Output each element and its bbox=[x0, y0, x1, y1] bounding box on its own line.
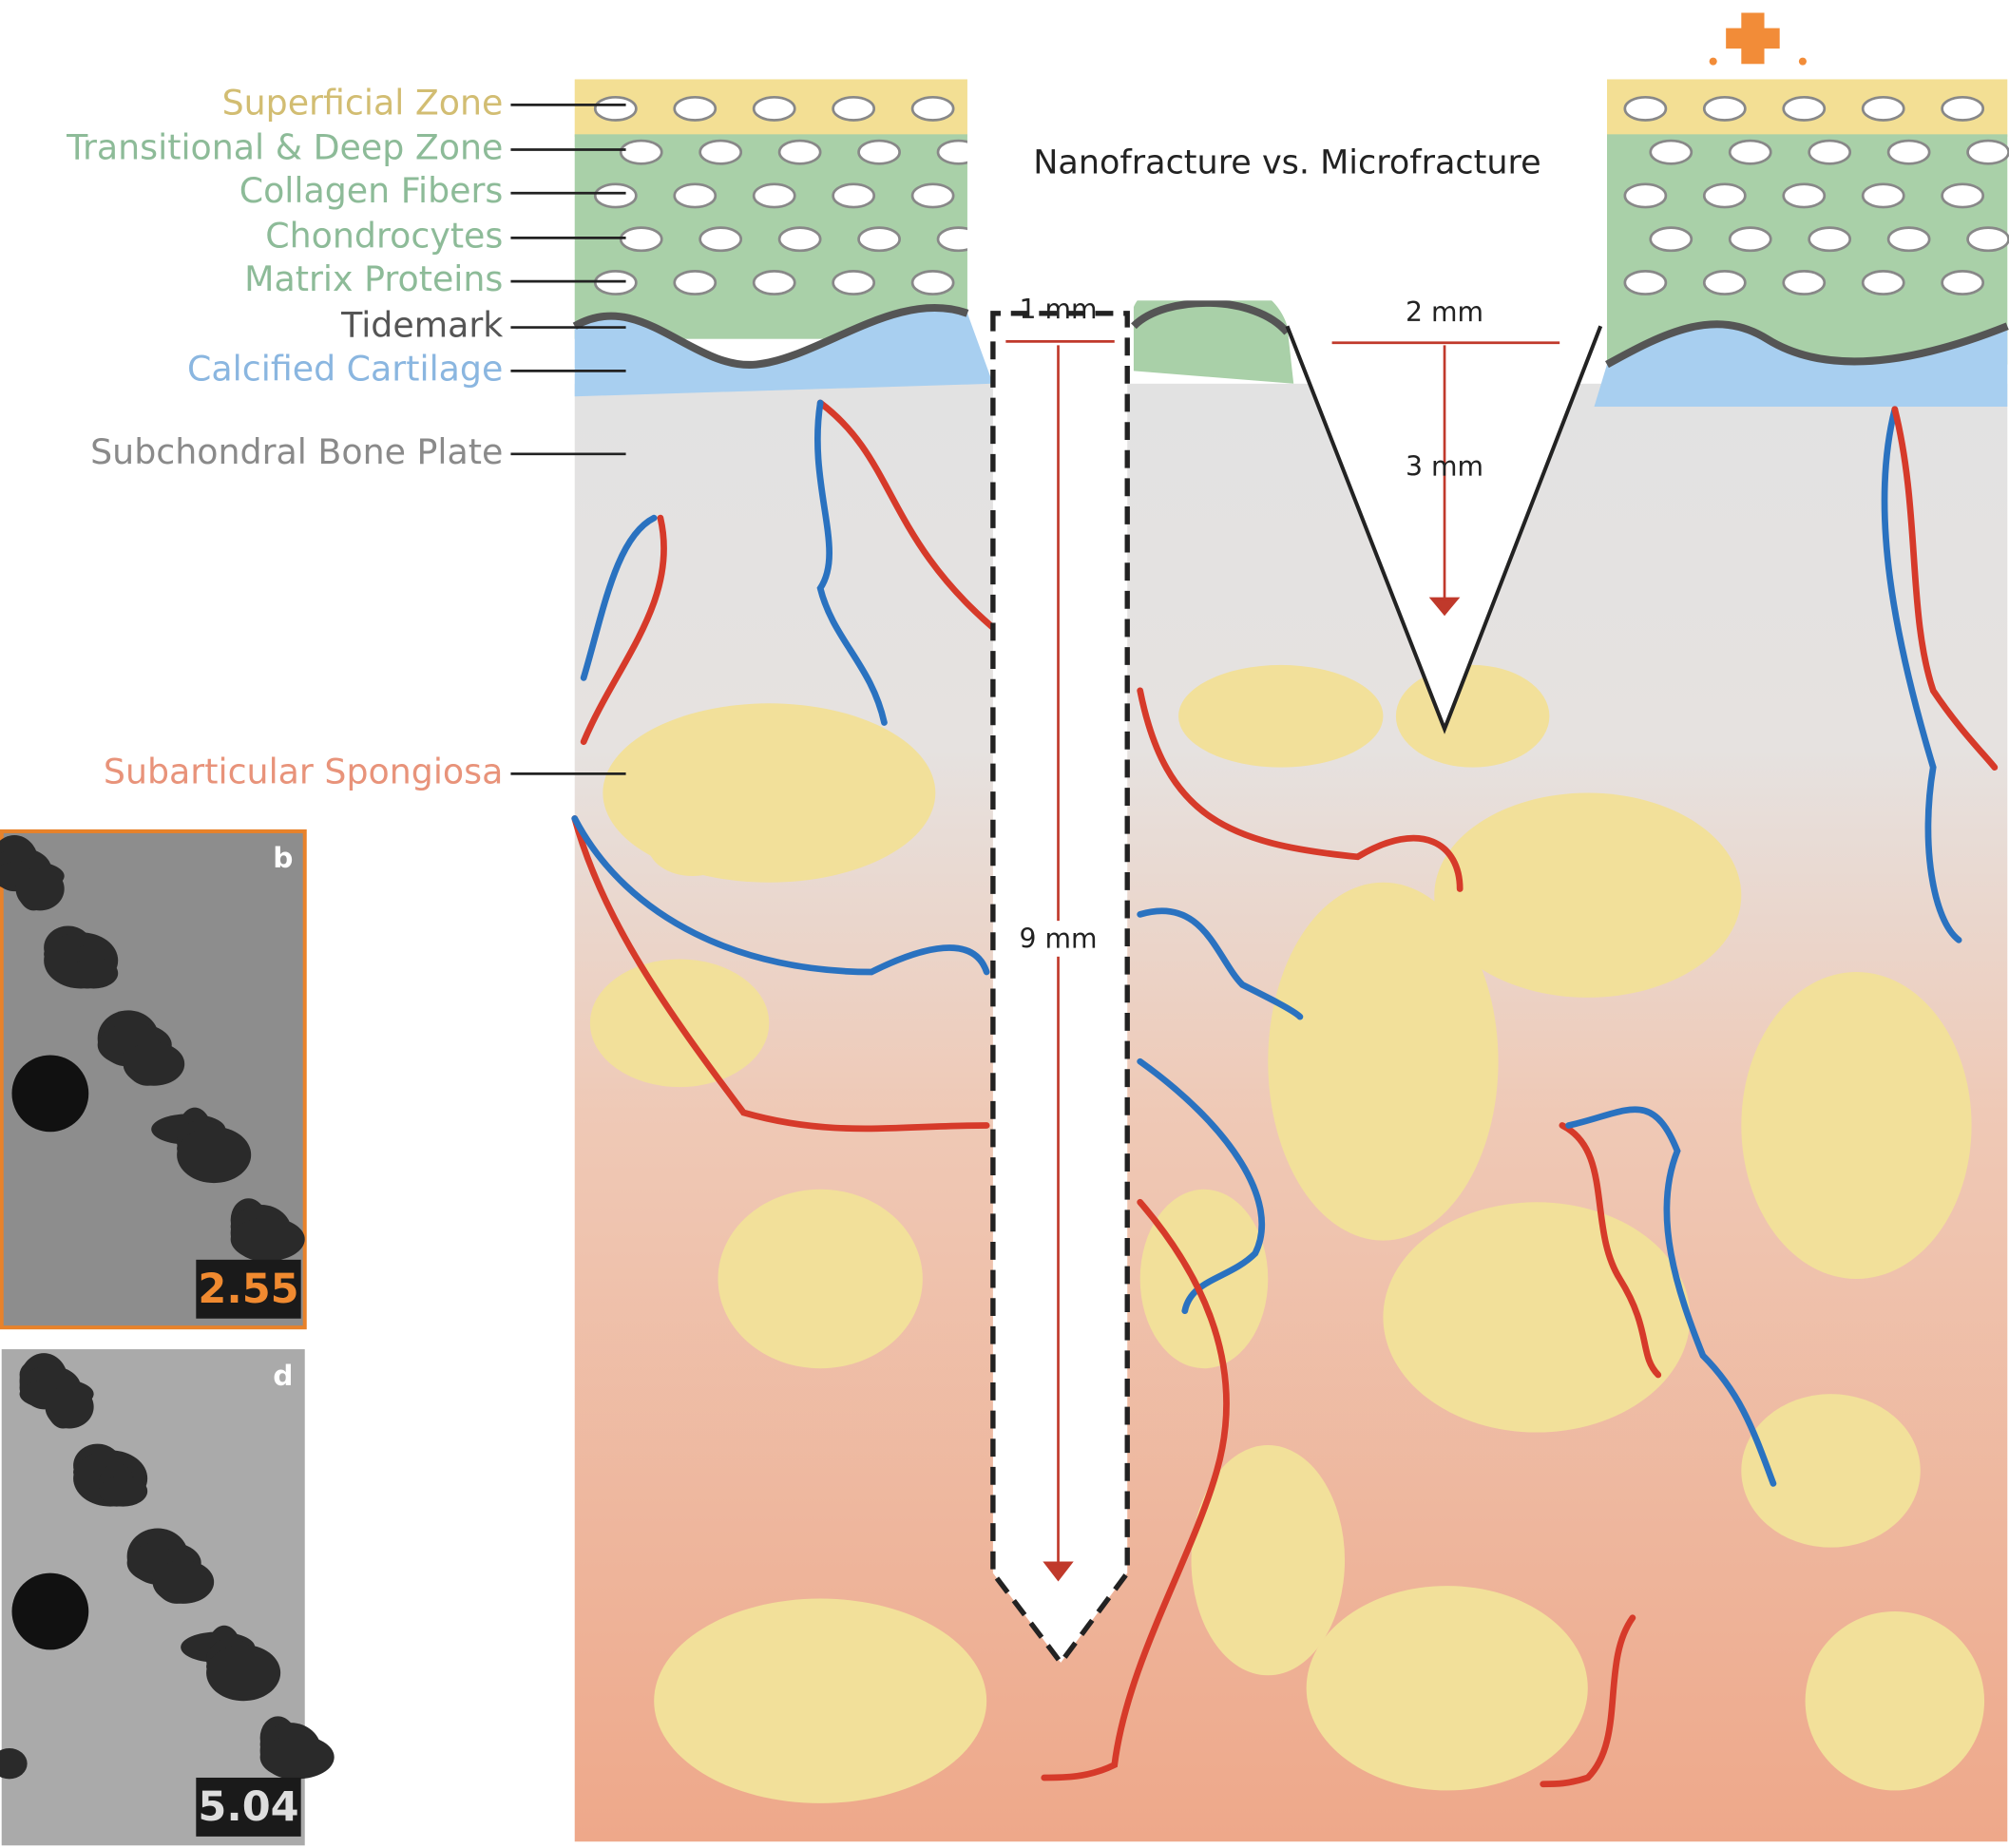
cell bbox=[859, 141, 900, 163]
cell bbox=[859, 228, 900, 251]
layer-label: Collagen Fibers bbox=[239, 170, 504, 211]
pore bbox=[11, 1055, 88, 1132]
cell bbox=[1730, 141, 1770, 163]
cell bbox=[1888, 141, 1929, 163]
cell bbox=[621, 228, 661, 251]
cell bbox=[1730, 228, 1770, 251]
cell bbox=[1863, 271, 1904, 294]
panel-value: 5.04 bbox=[198, 1783, 298, 1831]
pore bbox=[153, 1560, 215, 1604]
panel-label: b bbox=[273, 842, 293, 874]
pore bbox=[177, 1127, 251, 1183]
cell bbox=[912, 97, 953, 120]
cell bbox=[779, 228, 820, 251]
cell bbox=[833, 184, 874, 207]
pore bbox=[206, 1645, 280, 1701]
layer-label: Calcified Cartilage bbox=[187, 348, 503, 389]
cell bbox=[700, 228, 741, 251]
page: Superficial ZoneTransitional & Deep Zone… bbox=[0, 0, 2009, 1848]
layer-label: Subarticular Spongiosa bbox=[104, 751, 503, 791]
cell bbox=[1968, 228, 2009, 251]
layer-label: Transitional & Deep Zone bbox=[66, 126, 503, 167]
pore bbox=[69, 958, 118, 988]
dimension-label: 3 mm bbox=[1406, 451, 1483, 483]
cell bbox=[754, 184, 794, 207]
dimension-label: 1 mm bbox=[1020, 294, 1098, 325]
cell bbox=[1942, 97, 1983, 120]
cell bbox=[1968, 141, 2009, 163]
cell bbox=[1704, 271, 1745, 294]
cell bbox=[1651, 141, 1692, 163]
dimension-label: 9 mm bbox=[1020, 923, 1098, 954]
cell bbox=[675, 97, 716, 120]
cell bbox=[1888, 228, 1929, 251]
cell bbox=[675, 271, 716, 294]
pore bbox=[45, 1385, 93, 1429]
cell bbox=[1704, 97, 1745, 120]
layer-label: Matrix Proteins bbox=[244, 258, 503, 299]
cell bbox=[1704, 184, 1745, 207]
tissue bbox=[575, 70, 2009, 1841]
cell bbox=[1625, 97, 1666, 120]
panel-label: d bbox=[273, 1360, 293, 1392]
cell bbox=[621, 141, 661, 163]
cell bbox=[1809, 141, 1850, 163]
cell bbox=[754, 97, 794, 120]
ct-panels: b 2.55 d 5.04 bbox=[0, 831, 335, 1845]
title: Nanofracture vs. Microfracture bbox=[1033, 143, 1540, 181]
pore bbox=[124, 1042, 185, 1086]
pore bbox=[11, 1573, 88, 1650]
cell bbox=[1784, 271, 1825, 294]
cell bbox=[595, 97, 636, 120]
cell bbox=[1863, 184, 1904, 207]
dimension-label: 2 mm bbox=[1406, 296, 1483, 328]
cell bbox=[675, 184, 716, 207]
cell bbox=[700, 141, 741, 163]
cell bbox=[1625, 184, 1666, 207]
cell bbox=[1809, 228, 1850, 251]
panel-value: 2.55 bbox=[198, 1266, 298, 1313]
cell bbox=[1942, 271, 1983, 294]
pore bbox=[16, 867, 65, 911]
cell bbox=[595, 184, 636, 207]
cell bbox=[1784, 97, 1825, 120]
gap bbox=[967, 70, 1607, 300]
cell bbox=[1942, 184, 1983, 207]
pore bbox=[257, 1230, 293, 1261]
cell bbox=[779, 141, 820, 163]
pore bbox=[99, 1476, 147, 1506]
cell bbox=[912, 184, 953, 207]
pore bbox=[260, 1736, 335, 1780]
layer-label: Superficial Zone bbox=[222, 82, 504, 123]
cell bbox=[833, 97, 874, 120]
figure: Superficial ZoneTransitional & Deep Zone… bbox=[0, 0, 2009, 1848]
layer-label: Tidemark bbox=[340, 305, 503, 346]
cell bbox=[754, 271, 794, 294]
cell bbox=[1651, 228, 1692, 251]
cell bbox=[912, 271, 953, 294]
cell bbox=[1863, 97, 1904, 120]
layer-label: Subchondral Bone Plate bbox=[90, 431, 503, 472]
cell bbox=[1625, 271, 1666, 294]
logo bbox=[1710, 12, 1807, 65]
layer-label: Chondrocytes bbox=[265, 215, 503, 256]
nanofracture-channel bbox=[993, 314, 1127, 1663]
cell bbox=[833, 271, 874, 294]
cell bbox=[1784, 184, 1825, 207]
